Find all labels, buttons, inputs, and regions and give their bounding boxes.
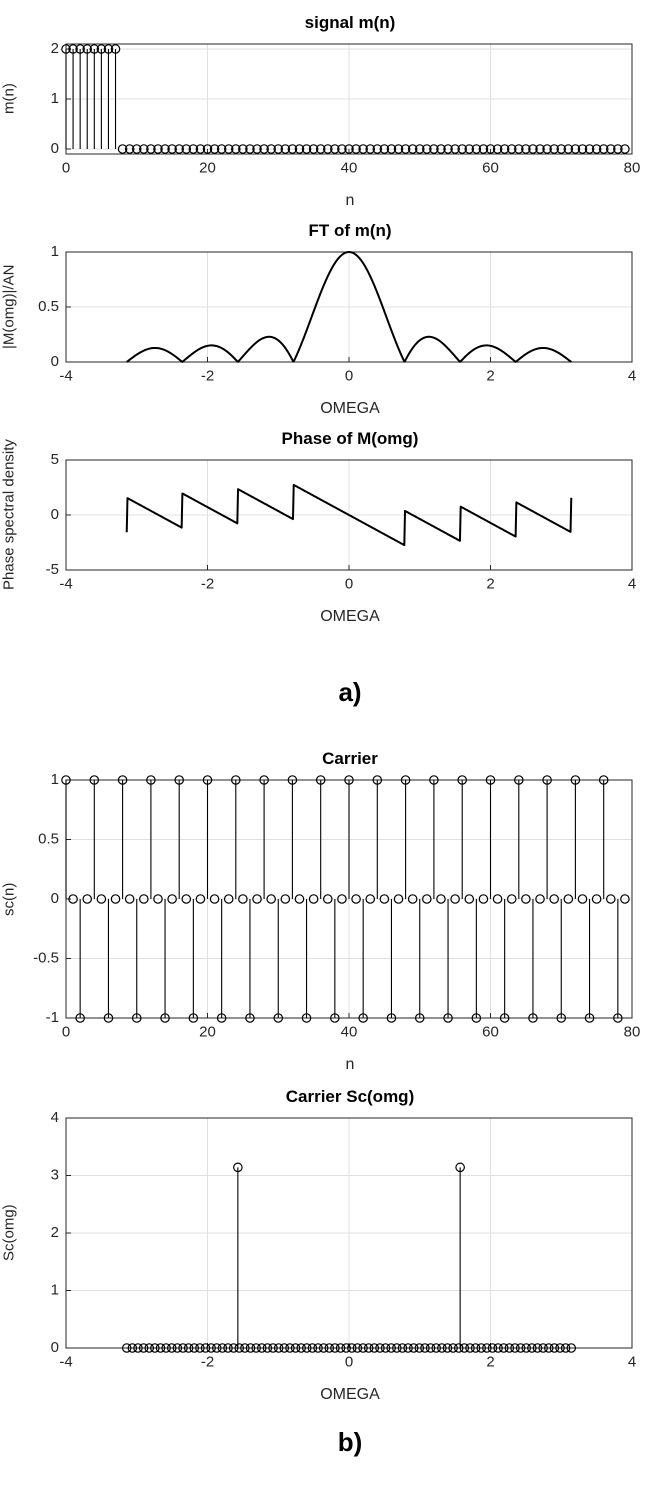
plot-area: m(n): [0, 36, 650, 188]
y-axis-label: sc(n): [0, 882, 18, 916]
chart-ft-magnitude: FT of m(n) |M(omg)|/AN OMEGA: [0, 218, 650, 422]
y-axis-label: |M(omg)|/AN: [0, 264, 18, 350]
chart-carrier: Carrier sc(n) n: [0, 746, 650, 1078]
ft-magnitude-plot: [18, 244, 648, 396]
plot-area: Sc(omg): [0, 1110, 650, 1382]
plot-area: |M(omg)|/AN: [0, 244, 650, 396]
x-axis-label: OMEGA: [320, 400, 380, 417]
plot-area: Phase spectral density: [0, 439, 650, 604]
chart-carrier-spectrum: Carrier Sc(omg) Sc(omg) OMEGA: [0, 1084, 650, 1408]
y-axis-label: Phase spectral density: [0, 439, 18, 591]
ft-phase-plot: [18, 452, 648, 604]
chart-title: signal m(n): [304, 13, 396, 32]
y-axis-label: m(n): [0, 83, 18, 115]
section-label-b: b): [337, 1427, 363, 1457]
x-axis-label: n: [345, 1056, 355, 1073]
x-axis-label: n: [345, 192, 355, 209]
chart-title: Phase of M(omg): [281, 429, 419, 448]
chart-signal-mn: signal m(n) m(n) n: [0, 10, 650, 214]
signal-mn-plot: [18, 36, 648, 188]
chart-title: FT of m(n): [308, 221, 392, 240]
x-axis-label: OMEGA: [320, 608, 380, 625]
chart-title: Carrier Sc(omg): [285, 1087, 415, 1106]
chart-title: Carrier: [322, 749, 378, 768]
plot-area: sc(n): [0, 772, 650, 1052]
chart-ft-phase: Phase of M(omg) Phase spectral density O…: [0, 426, 650, 630]
carrier-spectrum-plot: [18, 1110, 648, 1382]
section-label-a: a): [338, 677, 362, 707]
x-axis-label: OMEGA: [320, 1386, 380, 1403]
y-axis-label: Sc(omg): [0, 1204, 18, 1262]
carrier-plot: [18, 772, 648, 1052]
